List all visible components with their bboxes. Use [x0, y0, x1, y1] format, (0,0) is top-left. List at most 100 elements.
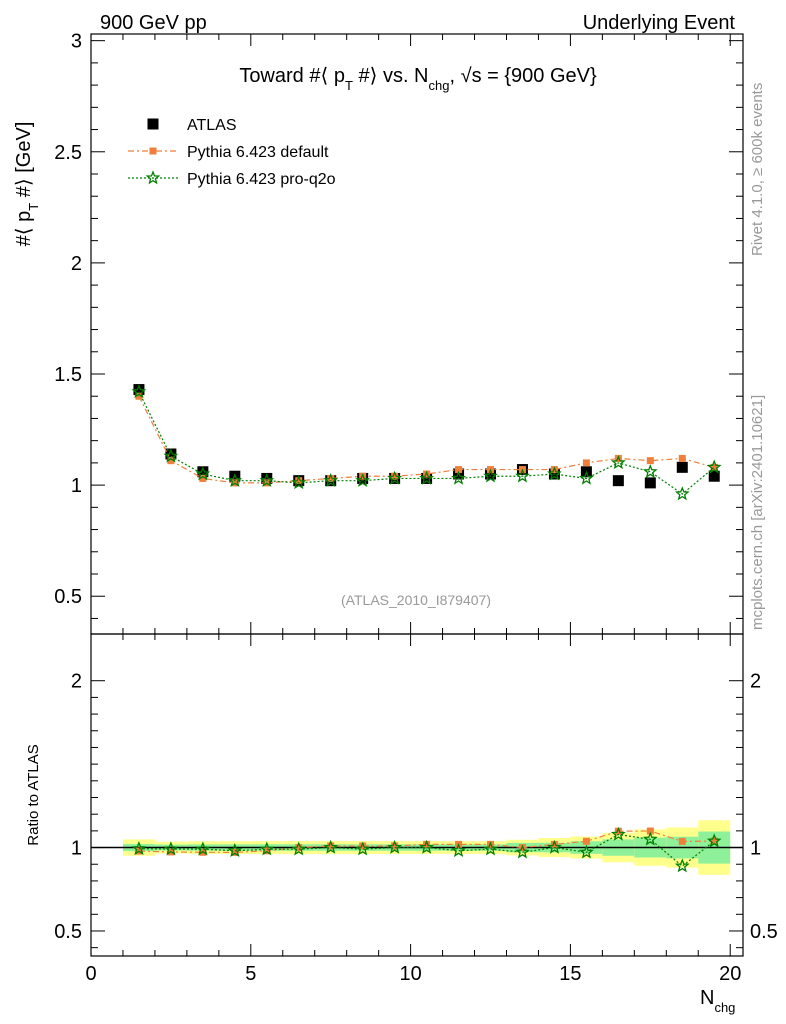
pro-q2o-point [131, 384, 147, 399]
default-point [327, 474, 335, 482]
default-point [135, 392, 143, 400]
y-tick-label: 3 [71, 31, 82, 53]
label-part: #⟩ vs. N [353, 65, 429, 87]
rivet-label: Rivet 4.1.0, ≥ 600k events [749, 83, 766, 256]
default-point [391, 472, 399, 480]
y-axis-label: #⟨ pT #⟩ [GeV] [13, 122, 41, 247]
label-part: chg [429, 78, 450, 93]
default-point [582, 459, 590, 467]
legend-pro-q2o-marker [145, 170, 161, 185]
x-tick-label: 15 [559, 963, 581, 985]
default-ratio-point [295, 844, 303, 852]
pro-q2o-ratio-point [291, 841, 307, 856]
default-ratio-point [423, 840, 431, 848]
ratio-plot: 0 5 10 15 20 0.5 0.5 1 1 2 2 [54, 633, 778, 985]
header-left: 900 GeV pp [100, 12, 207, 34]
default-point [167, 457, 175, 465]
pro-q2o-ratio-point [706, 833, 722, 848]
label-part: T [26, 203, 41, 211]
pro-q2o-ratio-point [387, 839, 402, 854]
default-point [199, 474, 207, 482]
pro-q2o-ratio-point [674, 858, 690, 873]
pro-q2o-point [579, 470, 594, 485]
default-ratio-point [263, 847, 271, 855]
atlas-point [133, 384, 145, 396]
ratio-y-tick-label: 0.5 [54, 921, 82, 943]
default-ratio-point [582, 837, 590, 845]
pro-q2o-point [419, 470, 434, 485]
ratio-y-tick-label-right: 2 [750, 671, 761, 693]
pro-q2o-ratio-point [419, 839, 434, 854]
default-line [138, 395, 715, 484]
pro-q2o-point [546, 466, 562, 481]
pro-q2o-ratio-point [195, 841, 211, 856]
legend-default-marker [149, 147, 157, 155]
default-ratio-point [231, 848, 239, 856]
default-ratio-point [550, 840, 558, 848]
atlas-point [676, 461, 688, 473]
pro-q2o-ratio-point [483, 841, 498, 856]
pro-q2o-point [355, 472, 371, 487]
default-ratio-point [646, 827, 654, 835]
pro-q2o-point [259, 472, 275, 487]
atlas-point [485, 468, 497, 480]
atlas-point [644, 477, 656, 489]
ratio-y-tick-label: 1 [71, 838, 82, 860]
legend-atlas-marker [147, 118, 159, 130]
pro-q2o-ratio-point [515, 844, 530, 859]
pro-q2o-ratio-point [355, 841, 371, 856]
default-ratio-point [391, 842, 399, 850]
atlas-point [197, 466, 209, 478]
label-part: , √s = {900 GeV} [449, 65, 597, 87]
default-ratio-point [678, 837, 686, 845]
label-part: chg [714, 1000, 735, 1015]
label-part: Toward #⟨ p [239, 65, 345, 87]
ratio-y-tick-label-right: 0.5 [750, 921, 778, 943]
pro-q2o-point [706, 459, 722, 474]
pro-q2o-ratio-point [642, 831, 658, 846]
pro-q2o-ratio-point [451, 842, 467, 858]
pro-q2o-ratio-point [163, 841, 179, 856]
default-point [710, 463, 718, 471]
y-tick-label: 0.5 [54, 586, 82, 608]
pro-q2o-ratio-line [138, 833, 715, 867]
pro-q2o-point [483, 468, 498, 483]
mcplots-label: mcplots.cern.ch [arXiv:2401.10621] [749, 395, 766, 630]
pro-q2o-ratio-point [323, 839, 339, 854]
ratio-y-axis-label: Ratio to ATLAS [25, 744, 42, 845]
y-tick-label: 1 [71, 475, 82, 497]
pro-q2o-ratio-point [259, 841, 275, 856]
y-tick-label: 1.5 [54, 364, 82, 386]
default-ratio-point [710, 837, 718, 845]
pro-q2o-point [451, 470, 467, 485]
legend-label: Pythia 6.423 pro-q2o [187, 171, 336, 188]
pro-q2o-point [515, 468, 530, 483]
default-point [646, 457, 654, 465]
pro-q2o-ratio-point [579, 844, 594, 859]
plot-title: Toward #⟨ pT #⟩ vs. Nchg, √s = {900 GeV} [239, 65, 597, 93]
default-ratio-point [327, 842, 335, 850]
pro-q2o-point [163, 448, 179, 463]
pro-q2o-ratio-point [610, 826, 626, 841]
pro-q2o-point [642, 463, 658, 479]
label-part: T [345, 78, 353, 93]
pro-q2o-ratio-point [131, 840, 147, 856]
atlas-point [708, 470, 720, 482]
x-tick-label: 10 [399, 963, 421, 985]
ratio-y-tick-label: 2 [71, 671, 82, 693]
default-point [295, 477, 303, 485]
pro-q2o-point [323, 472, 339, 487]
x-tick-label: 20 [719, 963, 741, 985]
atlas-point [612, 475, 624, 487]
y-tick-label: 2.5 [54, 142, 82, 164]
pro-q2o-ratio-point [227, 843, 243, 858]
x-tick-label: 5 [245, 963, 256, 985]
pro-q2o-point [387, 470, 402, 485]
label-part: #⟩ [GeV] [13, 122, 35, 203]
ratio-frame [90, 633, 744, 957]
default-point [678, 454, 686, 462]
default-ratio-point [614, 827, 622, 835]
pro-q2o-point [674, 486, 690, 501]
pro-q2o-point [610, 455, 626, 470]
